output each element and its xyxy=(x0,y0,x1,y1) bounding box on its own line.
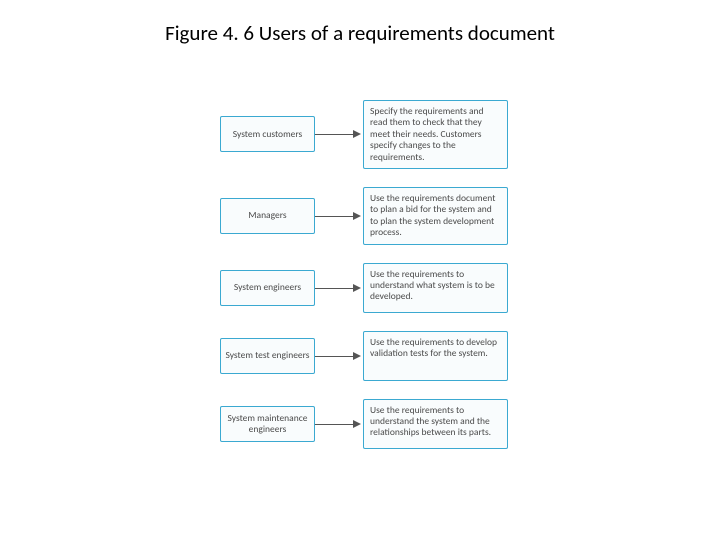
desc-box-system-customers: Specify the requirements and read them t… xyxy=(363,100,508,169)
desc-box-system-engineers: Use the requirements to understand what … xyxy=(363,263,508,313)
desc-box-system-maintenance-engineers: Use the requirements to understand the s… xyxy=(363,399,508,449)
role-box-system-maintenance-engineers: System maintenance engineers xyxy=(220,406,315,442)
role-box-managers: Managers xyxy=(220,198,315,234)
diagram-row: System customers Specify the requirement… xyxy=(220,100,560,169)
arrow-line xyxy=(315,356,355,357)
role-box-system-test-engineers: System test engineers xyxy=(220,338,315,374)
diagram-row: System test engineers Use the requiremen… xyxy=(220,331,560,381)
arrow-head-icon xyxy=(353,420,361,428)
role-box-system-engineers: System engineers xyxy=(220,270,315,306)
arrow xyxy=(315,423,363,424)
arrow xyxy=(315,134,363,135)
figure-title: Figure 4. 6 Users of a requirements docu… xyxy=(0,20,720,46)
arrow-head-icon xyxy=(353,130,361,138)
arrow-head-icon xyxy=(353,212,361,220)
arrow-head-icon xyxy=(353,352,361,360)
diagram-row: Managers Use the requirements document t… xyxy=(220,187,560,245)
users-diagram: System customers Specify the requirement… xyxy=(220,100,560,467)
desc-box-system-test-engineers: Use the requirements to develop validati… xyxy=(363,331,508,381)
role-box-system-customers: System customers xyxy=(220,116,315,152)
arrow-line xyxy=(315,424,355,425)
arrow xyxy=(315,215,363,216)
diagram-row: System maintenance engineers Use the req… xyxy=(220,399,560,449)
diagram-row: System engineers Use the requirements to… xyxy=(220,263,560,313)
arrow-head-icon xyxy=(353,284,361,292)
arrow xyxy=(315,355,363,356)
arrow-line xyxy=(315,134,355,135)
desc-box-managers: Use the requirements document to plan a … xyxy=(363,187,508,245)
arrow-line xyxy=(315,216,355,217)
arrow xyxy=(315,287,363,288)
arrow-line xyxy=(315,288,355,289)
